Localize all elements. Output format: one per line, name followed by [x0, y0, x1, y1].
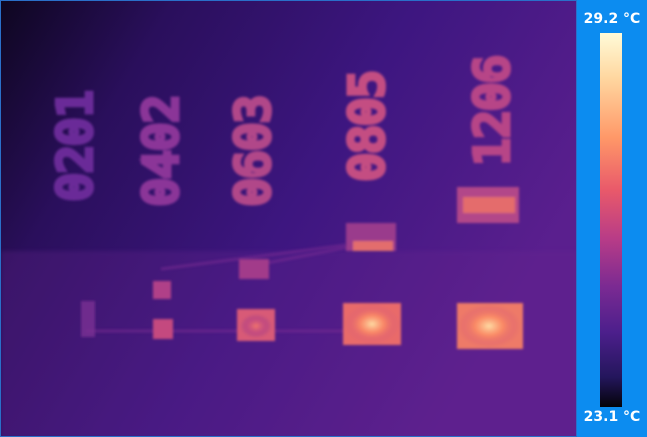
- label-0603: 0603: [226, 95, 280, 206]
- colorbar-gradient: [600, 33, 622, 407]
- label-1206: 1206: [465, 55, 519, 166]
- component-0402: [153, 281, 173, 339]
- label-0201: 0201: [48, 90, 102, 201]
- colorbar-panel: 29.2 °C 23.1 °C: [577, 0, 647, 437]
- component-1206: [457, 187, 523, 349]
- label-0805: 0805: [340, 70, 394, 181]
- component-0201: [81, 301, 95, 337]
- component-0805: [343, 223, 401, 345]
- thermal-image: 0201 0402 0603 0805 1206: [0, 0, 577, 437]
- colorbar-min-label: 23.1 °C: [583, 409, 641, 425]
- label-0402: 0402: [134, 95, 188, 206]
- colorbar-max-label: 29.2 °C: [583, 11, 641, 27]
- component-0603: [237, 259, 275, 341]
